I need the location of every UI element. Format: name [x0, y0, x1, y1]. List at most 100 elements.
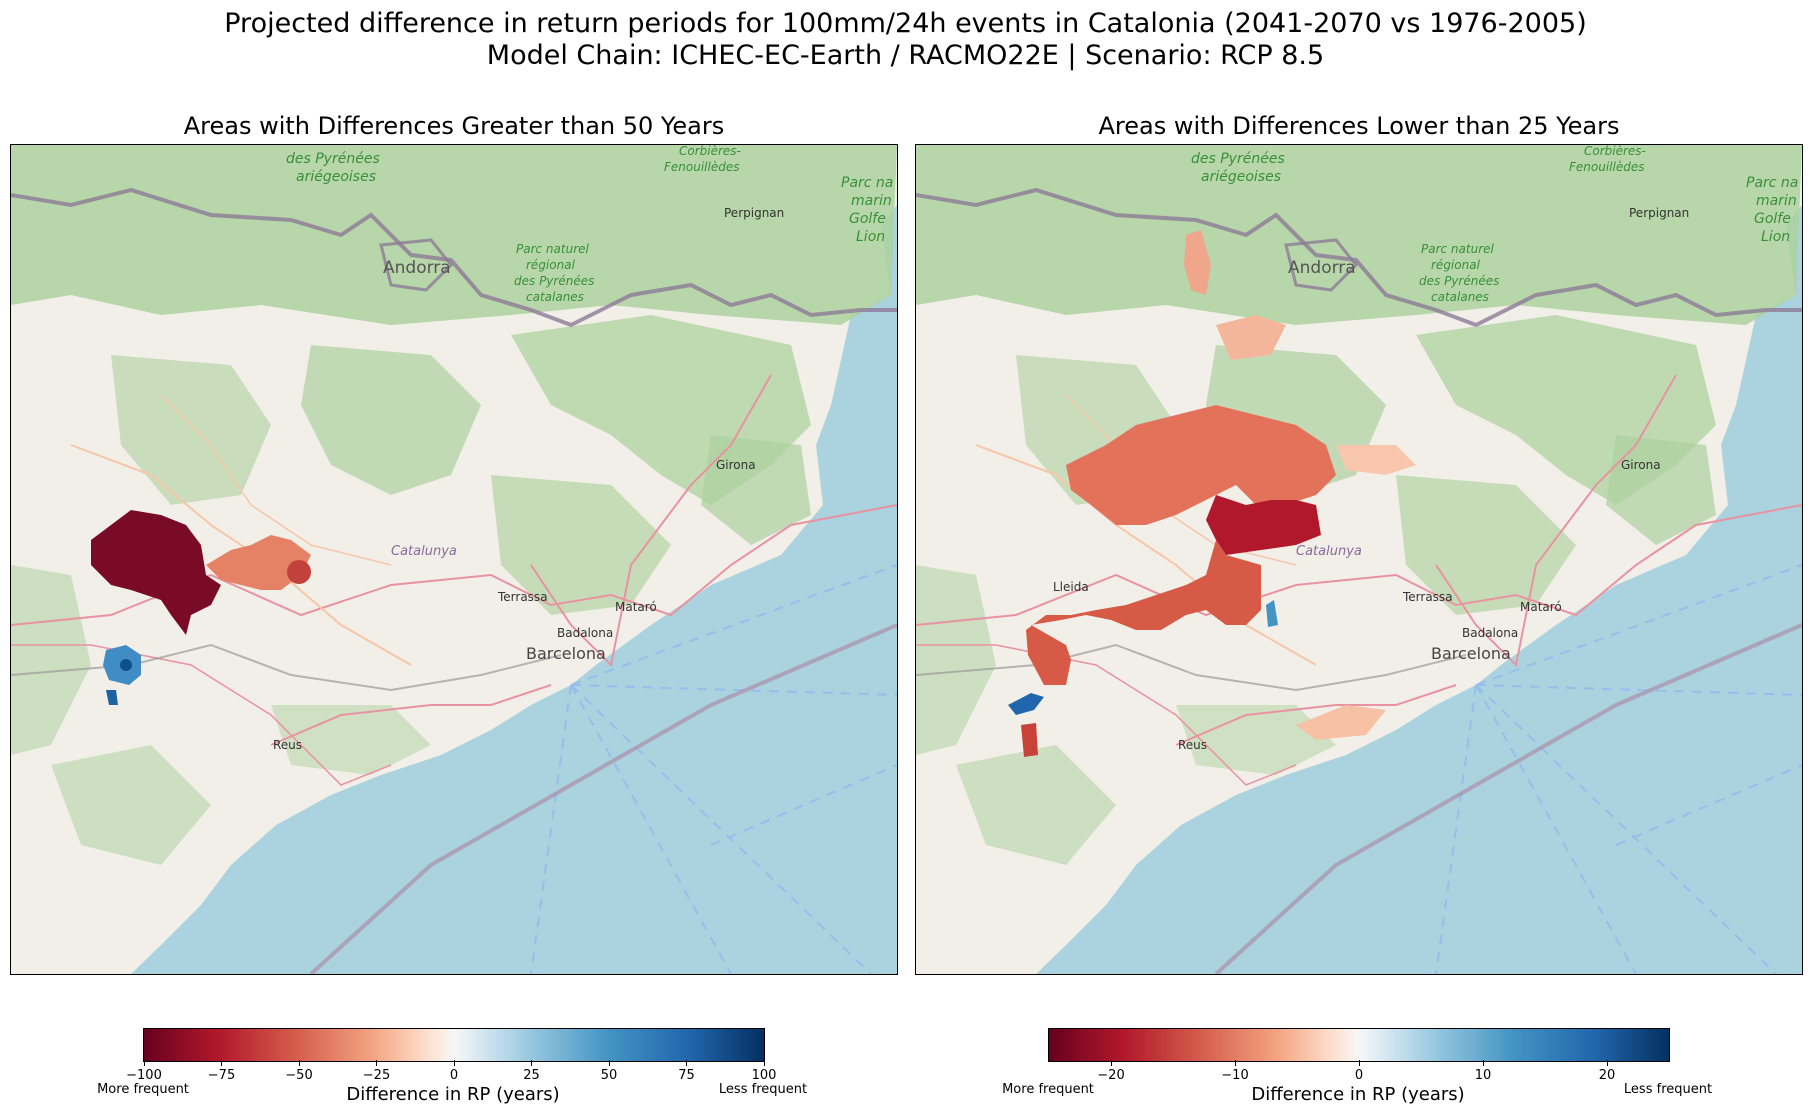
- label-pyrenees-ariegeoises-2: ariégeoises: [296, 169, 376, 185]
- label-parc-naturel-3: des Pyrénées: [1419, 274, 1499, 288]
- colorbar-left-tick-label: 100: [751, 1068, 777, 1083]
- colorbar-left-tick-label: −25: [362, 1068, 391, 1083]
- figure-title-line1: Projected difference in return periods f…: [224, 8, 1587, 39]
- label-perpignan: Perpignan: [1629, 206, 1689, 220]
- decrease-fragment-coast: [1296, 705, 1386, 740]
- colorbar-right-tick-mark: [1358, 1060, 1360, 1066]
- label-parc-marin-2: marin: [1756, 193, 1797, 209]
- colorbar-left-tick-mark: [531, 1060, 532, 1066]
- colorbar-left-tick-mark: [686, 1060, 687, 1066]
- increase-core: [120, 659, 132, 671]
- label-lleida: Lleida: [1053, 580, 1089, 594]
- colorbar-right-tick-label: −20: [1097, 1068, 1125, 1083]
- colorbar-right-tick-mark: [1606, 1060, 1608, 1066]
- colorbar-left-less-frequent: Less frequent: [718, 1082, 808, 1097]
- label-parc-marin-1: Parc na: [1746, 175, 1798, 191]
- label-reus: Reus: [1178, 738, 1207, 752]
- colorbar-left-more-frequent: More frequent: [97, 1082, 189, 1097]
- label-pyrenees-ariegeoises-1: des Pyrénées: [1191, 151, 1285, 167]
- label-parc-marin-4: Lion: [1761, 229, 1790, 245]
- colorbar-right-label: Difference in RP (years): [1251, 1084, 1465, 1105]
- label-terrassa: Terrassa: [1402, 590, 1453, 604]
- colorbar-right-more-frequent: More frequent: [1002, 1082, 1094, 1097]
- label-pyrenees-ariegeoises-2: ariégeoises: [1201, 169, 1281, 185]
- label-catalunya: Catalunya: [391, 544, 457, 559]
- colorbar-left-tick-label: −75: [207, 1068, 236, 1083]
- colorbar-left-tick-label: 0: [449, 1068, 459, 1083]
- figure-title-line2: Model Chain: ICHEC-EC-Earth / RACMO22E |…: [486, 40, 1325, 71]
- label-parc-naturel-4: catalanes: [526, 290, 584, 304]
- colorbar-right-tick-label: −10: [1221, 1068, 1249, 1083]
- decrease-band-south: [1026, 540, 1261, 685]
- map-panel-right: des Pyrénées ariégeoises Corbières- Feno…: [915, 144, 1803, 975]
- label-mataro: Mataró: [615, 600, 657, 614]
- label-reus: Reus: [273, 738, 302, 752]
- rp-difference-overlay-left: [91, 510, 311, 705]
- label-terrassa: Terrassa: [497, 590, 548, 604]
- label-parc-naturel-1: Parc naturel: [1421, 242, 1495, 256]
- colorbar-left-tick-mark: [221, 1060, 222, 1066]
- label-parc-naturel-3: des Pyrénées: [514, 274, 594, 288]
- colorbar-left-tick-label: 50: [600, 1068, 618, 1083]
- colorbar-left-tick-label: −50: [285, 1068, 313, 1083]
- label-badalona: Badalona: [1462, 626, 1518, 640]
- label-barcelona: Barcelona: [526, 644, 606, 663]
- label-andorra: Andorra: [1288, 258, 1356, 278]
- label-girona: Girona: [1621, 458, 1661, 472]
- decrease-core-east: [1206, 495, 1321, 555]
- colorbar-right-tick-label: 10: [1474, 1068, 1492, 1083]
- colorbar-left-tick-mark: [453, 1060, 455, 1066]
- decrease-fragment-center: [1216, 315, 1286, 360]
- colorbar-left: [143, 1028, 765, 1062]
- colorbar-left-tick-label: −100: [126, 1068, 162, 1083]
- label-parc-marin-3: Golfe: [1754, 211, 1791, 227]
- moderate-decrease-area: [206, 535, 311, 590]
- increase-fragment-center: [1266, 600, 1278, 627]
- colorbar-left-tick-mark: [376, 1060, 377, 1066]
- moderate-decrease-core: [287, 560, 311, 584]
- increase-fragment: [106, 690, 118, 705]
- colorbar-left-tick-mark: [298, 1060, 300, 1066]
- colorbar-right-tick-mark: [1110, 1060, 1112, 1066]
- map-left-svg: des Pyrénées ariégeoises Corbières- Feno…: [11, 145, 897, 974]
- label-barcelona: Barcelona: [1431, 644, 1511, 663]
- colorbar-right: [1048, 1028, 1670, 1062]
- label-parc-naturel-2: régional: [1431, 258, 1481, 272]
- label-parc-naturel-1: Parc naturel: [516, 242, 590, 256]
- label-girona: Girona: [716, 458, 756, 472]
- label-parc-marin-3: Golfe: [849, 211, 886, 227]
- rp-difference-overlay-right: [1008, 230, 1416, 757]
- map-panel-left: des Pyrénées ariégeoises Corbières- Feno…: [10, 144, 898, 975]
- label-perpignan: Perpignan: [724, 206, 784, 220]
- label-badalona: Badalona: [557, 626, 613, 640]
- label-pyrenees-ariegeoises-1: des Pyrénées: [286, 151, 380, 167]
- colorbar-left-tick-mark: [608, 1060, 610, 1066]
- label-mataro: Mataró: [1520, 600, 1562, 614]
- colorbar-right-tick-label: 20: [1598, 1068, 1616, 1083]
- label-parc-naturel-4: catalanes: [1431, 290, 1489, 304]
- decrease-fragment-southwest: [1021, 723, 1038, 757]
- label-parc-marin-2: marin: [851, 193, 892, 209]
- decrease-band-north: [1066, 405, 1336, 525]
- decrease-fragment-east: [1336, 445, 1416, 475]
- colorbar-right-tick-mark: [1482, 1060, 1484, 1066]
- colorbar-left-tick-mark: [143, 1060, 145, 1066]
- label-corbieres-2: Fenouillèdes: [1569, 160, 1644, 174]
- decrease-fragment-north: [1184, 230, 1211, 295]
- label-corbieres-2: Fenouillèdes: [664, 160, 739, 174]
- colorbar-left-tick-mark: [763, 1060, 765, 1066]
- label-parc-naturel-2: régional: [526, 258, 576, 272]
- strong-decrease-area: [91, 510, 221, 635]
- label-catalunya: Catalunya: [1296, 544, 1362, 559]
- increase-fragment-south: [1008, 693, 1044, 715]
- colorbar-left-label: Difference in RP (years): [346, 1084, 560, 1105]
- label-parc-marin-4: Lion: [856, 229, 885, 245]
- colorbar-left-tick-label: 75: [678, 1068, 695, 1083]
- colorbar-left-tick-label: 25: [523, 1068, 540, 1083]
- panel-right-title: Areas with Differences Lower than 25 Yea…: [1098, 112, 1620, 140]
- colorbar-right-tick-mark: [1234, 1060, 1236, 1066]
- colorbar-right-less-frequent: Less frequent: [1623, 1082, 1713, 1097]
- colorbar-right-tick-label: 0: [1354, 1068, 1364, 1083]
- map-right-svg: des Pyrénées ariégeoises Corbières- Feno…: [916, 145, 1802, 974]
- label-corbieres-1: Corbières-: [1584, 145, 1646, 158]
